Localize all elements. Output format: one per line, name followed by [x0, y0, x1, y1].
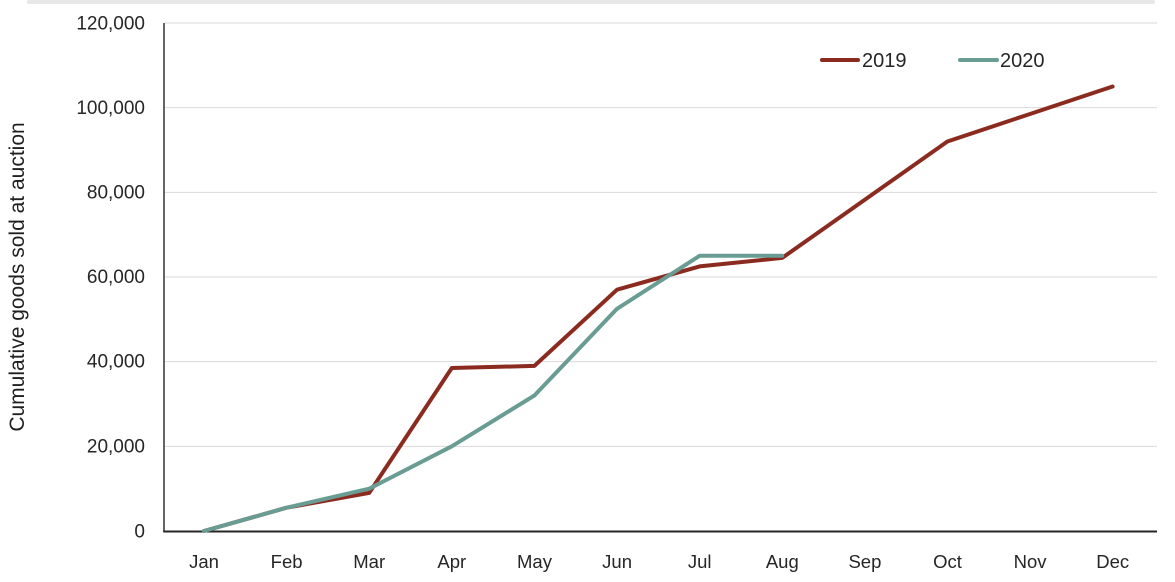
series-line-2019	[202, 84, 1115, 533]
top-divider-strip	[27, 0, 1155, 4]
y-tick-label: 40,000	[87, 352, 145, 373]
y-tick-label: 100,000	[76, 98, 145, 119]
x-tick-label: Oct	[933, 551, 962, 572]
x-tick-label: Jan	[189, 551, 219, 572]
y-tick-label: 60,000	[87, 267, 145, 288]
x-axis-tick-labels: Jan Feb Mar Apr May Jun Jul Aug Sep Oct …	[189, 551, 1129, 572]
legend-label-2019: 2019	[862, 50, 907, 72]
y-axis-tick-labels: 120,000 100,000 80,000 60,000 40,000 20,…	[76, 14, 145, 543]
x-tick-label: Jul	[688, 551, 712, 572]
y-axis-title: Cumulative goods sold at auction	[6, 122, 29, 431]
legend: 2019 2020	[820, 50, 1045, 72]
x-tick-label: Sep	[848, 551, 881, 572]
x-tick-label: Feb	[271, 551, 303, 572]
series-line-2020	[202, 253, 785, 533]
x-tick-label: Nov	[1014, 551, 1048, 572]
x-tick-label: Mar	[353, 551, 385, 572]
gridlines	[164, 22, 1157, 447]
x-tick-label: Dec	[1096, 551, 1129, 572]
x-tick-label: May	[517, 551, 553, 572]
y-tick-label: 80,000	[87, 183, 145, 204]
y-tick-label: 120,000	[76, 14, 145, 35]
y-tick-label: 20,000	[87, 437, 145, 458]
y-tick-label: 0	[134, 522, 145, 543]
x-tick-label: Aug	[766, 551, 799, 572]
x-tick-label: Jun	[602, 551, 632, 572]
legend-label-2020: 2020	[1000, 50, 1045, 72]
x-tick-label: Apr	[437, 551, 466, 572]
